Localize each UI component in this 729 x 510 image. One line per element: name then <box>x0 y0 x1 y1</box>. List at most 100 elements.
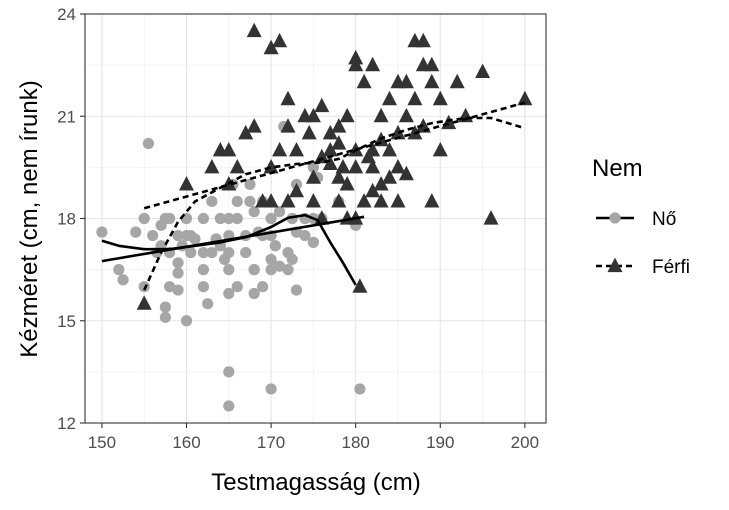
data-point-triangle <box>424 193 440 208</box>
data-point-circle <box>269 240 281 252</box>
data-point-triangle <box>382 169 397 184</box>
legend-triangle-marker <box>607 257 623 273</box>
data-point-triangle <box>356 73 372 89</box>
data-point-triangle <box>432 90 448 106</box>
data-point-triangle <box>517 90 533 106</box>
axes-layer: 150 160 170 180 190 200 12 15 18 21 24 <box>57 5 539 452</box>
data-point-triangle <box>322 155 338 170</box>
data-point-triangle <box>382 142 397 157</box>
data-point-circle <box>214 212 226 225</box>
data-point-circle <box>231 281 243 293</box>
data-point-triangle <box>229 159 245 174</box>
smooth-trend-line <box>143 116 526 291</box>
data-point-circle <box>159 301 171 313</box>
linear-trend-line <box>143 101 526 210</box>
data-point-circle <box>231 195 243 208</box>
x-tick-label: 150 <box>88 433 116 452</box>
data-point-circle <box>117 274 129 286</box>
legend-circle-marker <box>609 212 621 224</box>
y-tick-label: 15 <box>57 312 76 331</box>
data-point-triangle <box>263 39 279 55</box>
legend-label-ferfi: Férfi <box>652 257 690 278</box>
legend-label-no: Nő <box>652 209 676 230</box>
data-point-circle <box>180 315 193 327</box>
series-layer <box>96 22 533 412</box>
data-point-triangle <box>280 90 296 106</box>
data-point-triangle <box>407 90 423 106</box>
data-point-circle <box>299 229 311 242</box>
data-point-circle <box>172 229 184 242</box>
data-point-triangle <box>331 135 347 150</box>
data-point-triangle <box>390 193 406 208</box>
data-point-circle <box>147 229 159 242</box>
data-point-circle <box>197 281 210 293</box>
data-point-triangle <box>360 148 376 164</box>
data-point-circle <box>282 264 294 276</box>
data-point-triangle <box>356 193 372 208</box>
data-point-triangle <box>331 169 347 184</box>
data-point-triangle <box>432 142 448 157</box>
data-point-triangle <box>335 159 351 174</box>
data-point-circle <box>307 161 319 173</box>
data-point-circle <box>163 281 176 293</box>
data-point-triangle <box>280 193 296 208</box>
data-point-circle <box>172 284 184 296</box>
data-point-triangle <box>272 32 288 48</box>
data-point-triangle <box>339 176 355 191</box>
data-point-triangle <box>348 159 364 174</box>
data-point-circle <box>206 195 218 208</box>
data-point-circle <box>206 246 218 259</box>
data-point-circle <box>142 137 155 150</box>
data-point-triangle <box>322 124 338 140</box>
data-point-circle <box>172 267 184 279</box>
data-point-triangle <box>289 142 304 157</box>
data-point-circle <box>290 284 303 296</box>
data-point-circle <box>189 233 201 245</box>
data-point-circle <box>248 287 260 300</box>
data-point-triangle <box>475 63 491 78</box>
data-point-triangle <box>179 176 194 191</box>
y-axis-title: Kézméret (cm, nem írunk) <box>16 80 43 357</box>
data-point-triangle <box>289 182 304 198</box>
data-point-circle <box>265 212 277 225</box>
data-point-circle <box>265 383 277 395</box>
data-point-triangle <box>352 278 368 293</box>
data-point-circle <box>354 383 366 395</box>
data-point-triangle <box>348 56 364 72</box>
data-point-circle <box>248 264 260 276</box>
data-point-circle <box>244 195 256 208</box>
data-point-triangle <box>373 176 389 191</box>
data-point-triangle <box>373 193 389 208</box>
data-point-circle <box>197 246 210 259</box>
data-point-triangle <box>263 159 279 174</box>
data-point-circle <box>257 281 269 293</box>
data-point-circle <box>197 264 210 276</box>
data-point-triangle <box>305 107 321 123</box>
data-point-circle <box>138 281 150 293</box>
data-point-triangle <box>373 107 389 123</box>
legend-title: Nem <box>592 155 643 182</box>
data-point-triangle <box>398 165 414 181</box>
data-point-circle <box>231 212 243 225</box>
data-point-circle <box>159 311 171 323</box>
legend-key-ferfi <box>596 257 634 273</box>
data-point-circle <box>223 287 235 300</box>
data-point-circle <box>273 260 286 272</box>
data-point-triangle <box>398 107 414 123</box>
data-point-circle <box>265 253 277 265</box>
data-point-circle <box>307 236 319 248</box>
x-tick-label: 200 <box>511 433 539 452</box>
data-point-triangle <box>221 142 237 157</box>
data-point-circle <box>130 226 142 238</box>
legend-key-no <box>596 212 634 224</box>
data-point-triangle <box>449 73 465 89</box>
data-point-triangle <box>365 56 381 72</box>
data-point-circle <box>223 264 235 276</box>
x-tick-label: 180 <box>341 433 369 452</box>
data-point-circle <box>286 253 298 265</box>
x-tick-label: 190 <box>426 433 454 452</box>
data-point-triangle <box>382 90 397 106</box>
data-point-triangle <box>424 73 440 89</box>
data-point-circle <box>197 212 210 225</box>
